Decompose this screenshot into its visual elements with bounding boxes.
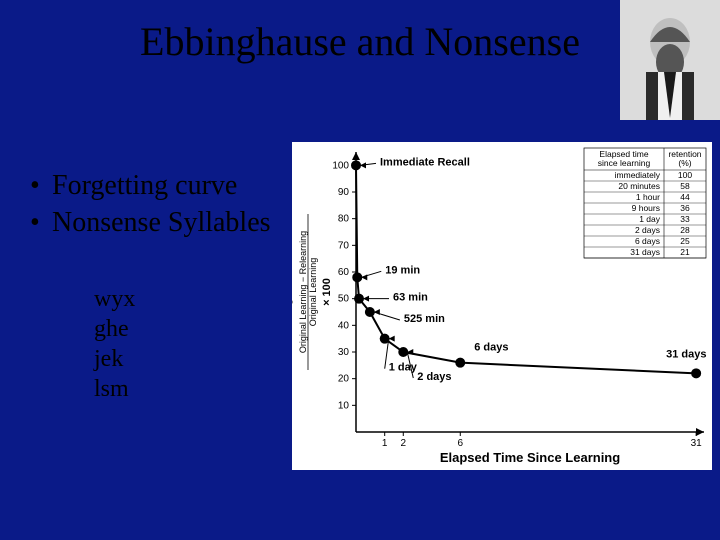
svg-text:Immediate Recall: Immediate Recall: [380, 156, 470, 168]
syllable: wyx: [94, 284, 135, 314]
svg-text:25: 25: [680, 236, 690, 246]
svg-text:31 days: 31 days: [666, 348, 706, 360]
bullet-dot-icon: •: [30, 205, 52, 240]
svg-text:1 day: 1 day: [639, 214, 661, 224]
svg-text:44: 44: [680, 192, 690, 202]
svg-text:× 100: × 100: [321, 278, 333, 306]
bullet-dot-icon: •: [30, 168, 52, 203]
svg-text:21: 21: [680, 247, 690, 257]
svg-text:525 min: 525 min: [404, 313, 445, 325]
svg-text:Elapsed Time Since Learning: Elapsed Time Since Learning: [440, 450, 620, 465]
bullet-list: • Forgetting curve • Nonsense Syllables: [30, 168, 271, 242]
svg-text:1: 1: [382, 438, 388, 449]
syllable: jek: [94, 344, 135, 374]
slide-title: Ebbinghause and Nonsense: [0, 18, 720, 65]
svg-text:90: 90: [338, 187, 350, 198]
bullet-item: • Forgetting curve: [30, 168, 271, 203]
svg-text:60: 60: [338, 267, 350, 278]
slide: Ebbinghause and Nonsense • Forgetting cu…: [0, 0, 720, 540]
svg-text:70: 70: [338, 240, 350, 251]
svg-text:2: 2: [400, 438, 406, 449]
svg-text:31 days: 31 days: [630, 247, 660, 257]
svg-text:50: 50: [338, 294, 350, 305]
svg-text:9 hours: 9 hours: [632, 203, 660, 213]
svg-text:28: 28: [680, 225, 690, 235]
svg-text:30: 30: [338, 347, 350, 358]
svg-text:6: 6: [457, 438, 463, 449]
portrait-icon: [620, 0, 720, 120]
svg-text:immediately: immediately: [615, 170, 661, 180]
bullet-item: • Nonsense Syllables: [30, 205, 271, 240]
forgetting-curve-chart: 10 20 30 40 50 60 70 80 90 100 1 2 6 31 Elapsed Time S…: [292, 142, 712, 470]
svg-text:33: 33: [680, 214, 690, 224]
svg-text:20: 20: [338, 374, 350, 385]
ebbinghaus-portrait: [620, 0, 720, 120]
svg-text:6 days: 6 days: [474, 342, 508, 354]
svg-text:2 days: 2 days: [417, 371, 451, 383]
syllable: ghe: [94, 314, 135, 344]
svg-text:1 day: 1 day: [389, 362, 418, 374]
svg-text:Elapsed timesince learning: Elapsed timesince learning: [598, 149, 651, 168]
svg-text:2 days: 2 days: [635, 225, 660, 235]
svg-text:19 min: 19 min: [385, 264, 420, 276]
svg-text:31: 31: [691, 438, 703, 449]
svg-text:63 min: 63 min: [393, 292, 428, 304]
bullet-text: Forgetting curve: [52, 168, 237, 203]
svg-text:36: 36: [680, 203, 690, 213]
bullet-text: Nonsense Syllables: [52, 205, 271, 240]
svg-text:1 hour: 1 hour: [636, 192, 660, 202]
svg-text:58: 58: [680, 181, 690, 191]
svg-text:10: 10: [338, 400, 350, 411]
svg-text:100: 100: [332, 160, 349, 171]
svg-text:6 days: 6 days: [635, 236, 660, 246]
svg-text:80: 80: [338, 214, 350, 225]
svg-text:Savings Score =: Savings Score =: [292, 249, 293, 334]
svg-text:100: 100: [678, 170, 692, 180]
syllable: lsm: [94, 374, 135, 404]
svg-text:20 minutes: 20 minutes: [618, 181, 660, 191]
svg-text:40: 40: [338, 320, 350, 331]
syllable-list: wyx ghe jek lsm: [94, 284, 135, 404]
